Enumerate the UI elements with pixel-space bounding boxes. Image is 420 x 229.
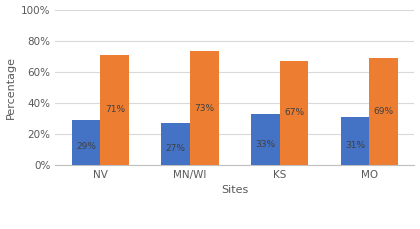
- Bar: [251, 114, 280, 165]
- Bar: [280, 61, 308, 165]
- Bar: [161, 123, 190, 165]
- Text: 31%: 31%: [345, 141, 365, 150]
- Bar: [100, 55, 129, 165]
- Text: 67%: 67%: [284, 108, 304, 117]
- Bar: [341, 117, 370, 165]
- Bar: [190, 52, 219, 165]
- Text: 69%: 69%: [374, 107, 394, 116]
- Y-axis label: Percentage: Percentage: [5, 56, 16, 119]
- Text: 29%: 29%: [76, 142, 96, 151]
- X-axis label: Sites: Sites: [221, 185, 249, 195]
- Text: 73%: 73%: [194, 104, 215, 113]
- Text: 71%: 71%: [105, 105, 125, 114]
- Text: 33%: 33%: [255, 140, 276, 149]
- Bar: [72, 120, 100, 165]
- Text: 27%: 27%: [166, 144, 186, 153]
- Bar: [370, 58, 398, 165]
